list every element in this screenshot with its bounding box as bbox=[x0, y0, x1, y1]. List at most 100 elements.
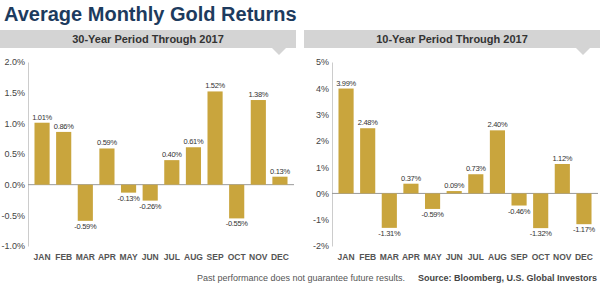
y-tick: 2.0% bbox=[4, 57, 28, 67]
y-tick-label: 1% bbox=[316, 163, 329, 173]
panel: 10-Year Period Through 20175%4%3%2%1%0%-… bbox=[304, 30, 600, 262]
x-tick-label: APR bbox=[402, 252, 420, 262]
bar bbox=[164, 160, 179, 185]
x-tick-label: DEC bbox=[575, 252, 593, 262]
x-tick: JUN bbox=[142, 250, 159, 262]
data-label: 0.37% bbox=[401, 174, 421, 183]
y-axis: 5% 4% 3% 2% 1% 0% -1% -2% bbox=[313, 57, 333, 251]
y-axis-line bbox=[332, 63, 333, 247]
x-tick-label: JUN bbox=[446, 252, 463, 262]
x-tick: MAY bbox=[424, 250, 442, 262]
bar bbox=[425, 193, 440, 209]
y-tick-label: -2% bbox=[313, 241, 329, 251]
y-tick: 3% bbox=[316, 110, 332, 120]
panel: 30-Year Period Through 2017 2.0% 1.5% 1.0% 0… bbox=[0, 30, 296, 262]
y-tick: 0.5% bbox=[4, 149, 28, 159]
y-tick-label: 4% bbox=[316, 84, 329, 94]
data-labels: 3.99% 2.48% -1.31% 0.37% -0.59% 0.09%0.73% 2.4… bbox=[336, 79, 595, 239]
y-tick-label: 3% bbox=[316, 110, 329, 120]
bar bbox=[272, 177, 287, 185]
x-tick-label: MAY bbox=[424, 252, 442, 262]
bar bbox=[143, 185, 158, 201]
y-tick-label: -1% bbox=[313, 215, 329, 225]
data-label: 1.12% bbox=[552, 154, 572, 163]
panel-header bbox=[0, 30, 296, 48]
data-label: 1.52% bbox=[205, 81, 225, 90]
y-tick-label: 2% bbox=[316, 136, 329, 146]
x-tick-label: JAN bbox=[338, 252, 355, 262]
x-tick-label: SEP bbox=[207, 252, 224, 262]
x-tick: APR bbox=[98, 250, 116, 262]
x-tick-label: NOV bbox=[249, 252, 268, 262]
x-tick-label: JUN bbox=[142, 252, 159, 262]
data-label: -0.26% bbox=[139, 202, 162, 211]
x-tick: SEP bbox=[511, 250, 528, 262]
y-tick-label: 0.5% bbox=[4, 149, 25, 159]
bar bbox=[56, 132, 71, 185]
chart-svg: Average Monthly Gold Returns 30-Year Peri… bbox=[0, 0, 600, 286]
x-tick: MAR bbox=[380, 250, 399, 262]
bar bbox=[78, 185, 93, 221]
x-tick: DEC bbox=[575, 250, 593, 262]
x-tick: JAN bbox=[34, 250, 51, 262]
x-axis: JANFEBMARAPRMAYJUNJULAUGSEPOCTNOVDEC bbox=[34, 250, 289, 262]
bar bbox=[99, 148, 114, 184]
y-tick: -1.0% bbox=[1, 241, 28, 251]
y-tick-label: 1.0% bbox=[4, 119, 25, 129]
y-tick: 0% bbox=[316, 189, 332, 199]
y-tick: -0.5% bbox=[1, 211, 28, 221]
data-label: 3.99% bbox=[336, 79, 356, 88]
bar bbox=[447, 191, 462, 193]
x-tick-label: DEC bbox=[271, 252, 289, 262]
x-tick-label: JUL bbox=[468, 252, 484, 262]
data-label: 1.38% bbox=[248, 90, 268, 99]
bar bbox=[533, 193, 548, 228]
x-tick-label: AUG bbox=[184, 252, 203, 262]
x-tick-label: OCT bbox=[228, 252, 247, 262]
panel-title: 30-Year Period Through 2017 bbox=[72, 33, 224, 45]
y-tick: 0.0% bbox=[4, 180, 28, 190]
data-label: 2.40% bbox=[488, 120, 508, 129]
bar bbox=[207, 91, 222, 184]
data-label: -0.46% bbox=[508, 207, 531, 216]
x-tick-label: JAN bbox=[34, 252, 51, 262]
data-label: 0.73% bbox=[466, 164, 486, 173]
x-tick: FEB bbox=[359, 250, 376, 262]
data-label: 0.61% bbox=[184, 137, 204, 146]
x-tick: AUG bbox=[488, 250, 507, 262]
data-label: 0.59% bbox=[97, 138, 117, 147]
x-tick-label: MAY bbox=[120, 252, 138, 262]
y-tick-label: -1.0% bbox=[1, 241, 25, 251]
bar bbox=[490, 130, 505, 193]
y-tick-label: -0.5% bbox=[1, 211, 25, 221]
y-tick-label: 0.0% bbox=[4, 180, 25, 190]
y-tick: 1.5% bbox=[4, 88, 28, 98]
y-tick-label: 5% bbox=[316, 57, 329, 67]
y-tick: 1.0% bbox=[4, 119, 28, 129]
footnote: Past performance does not guarantee futu… bbox=[197, 273, 405, 283]
bar bbox=[251, 100, 266, 185]
x-tick-label: MAR bbox=[380, 252, 399, 262]
x-tick-label: JUL bbox=[164, 252, 180, 262]
x-tick: SEP bbox=[207, 250, 224, 262]
y-tick: 1% bbox=[316, 163, 332, 173]
data-label: 1.01% bbox=[32, 113, 52, 122]
x-tick: NOV bbox=[249, 250, 268, 262]
data-label: -0.55% bbox=[226, 219, 249, 228]
data-label: 2.48% bbox=[358, 118, 378, 127]
bar bbox=[34, 123, 49, 185]
x-tick: APR bbox=[402, 250, 420, 262]
x-tick-label: SEP bbox=[511, 252, 528, 262]
bar bbox=[229, 185, 244, 219]
y-axis-line bbox=[28, 63, 29, 247]
data-label: -0.59% bbox=[422, 210, 445, 219]
x-tick-label: AUG bbox=[488, 252, 507, 262]
y-tick: 5% bbox=[316, 57, 332, 67]
data-label: 0.09% bbox=[444, 181, 464, 190]
data-label: 0.13% bbox=[270, 167, 290, 176]
x-tick-label: FEB bbox=[55, 252, 72, 262]
title: Average Monthly Gold Returns bbox=[4, 3, 297, 25]
data-label: -1.31% bbox=[378, 229, 401, 238]
bar bbox=[382, 193, 397, 227]
data-label: 0.86% bbox=[54, 122, 74, 131]
